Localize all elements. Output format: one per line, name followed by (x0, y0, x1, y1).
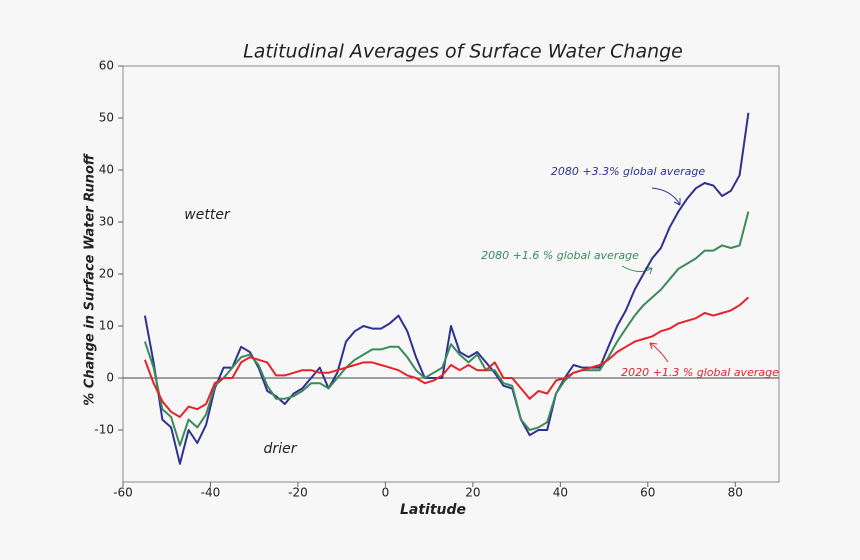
x-tick-label: -60 (113, 486, 133, 500)
y-tick-label: 30 (99, 215, 114, 229)
x-tick-label: 0 (382, 486, 390, 500)
y-tick-label: 50 (99, 111, 114, 125)
y-tick-label: 20 (99, 267, 114, 281)
x-tick-label: -40 (201, 486, 221, 500)
x-tick-label: 20 (465, 486, 480, 500)
y-tick-label: 0 (106, 371, 114, 385)
series-line (143, 211, 750, 447)
series-label: 2080 +3.3% global average (551, 165, 705, 178)
x-tick-label: 60 (640, 486, 655, 500)
x-tick-label: -20 (288, 486, 308, 500)
arrow-head (649, 342, 658, 350)
x-axis-label: Latitude (400, 502, 466, 518)
arrow (649, 342, 669, 363)
chart-title: Latitudinal Averages of Surface Water Ch… (243, 41, 683, 63)
y-tick-label: -10 (94, 423, 114, 437)
x-tick-label: 40 (553, 486, 568, 500)
series-label: 2020 +1.3 % global average (621, 366, 779, 379)
annotation: drier (264, 441, 298, 457)
series-label: 2080 +1.6 % global average (481, 249, 639, 262)
x-tick-label: 80 (728, 486, 743, 500)
arrow (651, 187, 681, 206)
y-tick-label: 60 (99, 59, 114, 73)
y-tick-label: 40 (99, 163, 114, 177)
y-tick-label: 10 (99, 319, 114, 333)
series-line (143, 112, 750, 465)
series-line (143, 296, 750, 418)
arrow-head (673, 198, 681, 206)
y-axis-label: % Change in Surface Water Runoff (83, 153, 98, 406)
arrow (621, 265, 653, 272)
annotation: wetter (184, 207, 231, 223)
